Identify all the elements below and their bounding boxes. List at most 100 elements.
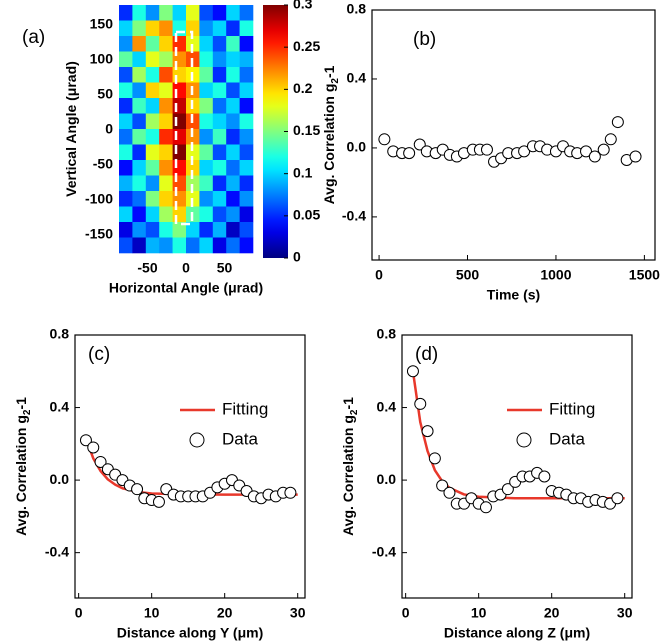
heatmap-cell [226,98,240,114]
heatmap-cell [239,237,254,254]
heatmap-cell [132,5,147,21]
heatmap-cell [172,160,187,176]
heatmap-cell [239,36,254,52]
y-tick-label: 50 [97,85,113,101]
legend-label: Data [222,429,258,448]
y-tick-label: -0.4 [372,543,396,559]
heatmap-cell [172,113,187,130]
heatmap-cell [132,144,147,161]
heatmap-cell [199,144,214,161]
heatmap-cell [239,129,254,145]
heatmap-cell [145,222,160,238]
data-point [479,501,492,514]
data-point [421,425,434,438]
heatmap-cell [212,20,227,37]
heatmap-cell [132,206,147,223]
heatmap-cell [119,20,133,37]
y-axis-label-part: -1 [340,397,356,410]
heatmap-cell [212,206,227,223]
x-tick-label: 500 [456,267,480,283]
heatmap-cell [212,191,227,207]
y-tick-label: -100 [85,190,113,206]
heatmap-cell [172,67,187,83]
heatmap-cell [239,5,254,21]
x-tick-label: 1000 [540,267,571,283]
roi-box [174,30,194,226]
heatmap-cell [199,51,214,68]
heatmap-cell [226,67,240,83]
y-tick-label: 0.4 [377,398,397,414]
x-axis-label: Horizontal Angle (μrad) [109,280,263,296]
y-axis-label-part: Avg. Correlation g [13,415,29,536]
y-tick-label: -0.4 [45,543,69,559]
heatmap-cell [119,82,133,99]
x-tick-label: 30 [290,605,306,621]
panel-label: (d) [415,344,438,365]
heatmap-cell [132,129,147,145]
heatmap-cell [159,5,173,21]
heatmap-cell [186,175,200,192]
data-point [87,441,100,454]
heatmap-cell [172,129,187,145]
colorbar-tick-label: 0.2 [293,80,313,96]
data-point [378,133,391,146]
heatmap-cell [145,82,160,99]
heatmap-cell [172,20,187,37]
colorbar-tick-label: 0.1 [293,164,313,180]
data-point [79,434,92,447]
plot-frame [401,334,633,599]
heatmap-cell [172,191,187,207]
heatmap-cell [226,191,240,207]
legend-marker [516,432,532,448]
heatmap-cell [159,175,173,192]
heatmap-cell [159,113,173,130]
data-point [443,486,456,499]
heatmap-cell [119,113,133,130]
heatmap-cell [199,5,214,21]
heatmap-cell [212,51,227,68]
heatmap-cell [226,129,240,145]
heatmap-cell [132,113,147,130]
heatmap-cell [159,160,173,176]
y-axis-label: Avg. Correlation g2-1 [340,397,360,536]
heatmap-cell [199,222,214,238]
heatmap-cell [239,206,254,223]
heatmap-cell [119,144,133,161]
heatmap-cell [186,237,200,254]
data-point [588,150,601,163]
legend-marker [189,432,205,448]
heatmap-cell [145,206,160,223]
y-tick-label: -50 [93,155,113,171]
colorbar-tick-label: 0.25 [293,38,320,54]
heatmap-cell [212,67,227,83]
x-tick-label: 10 [144,605,160,621]
heatmap-cell [159,36,173,52]
heatmap-cell [186,5,200,21]
colorbar-tick-label: 0.15 [293,122,320,138]
data-point [414,397,427,410]
heatmap-cell [199,36,214,52]
data-point [501,483,514,496]
data-point [538,470,551,483]
heatmap-cell [212,82,227,99]
y-tick-label: 0.8 [347,1,367,17]
heatmap-cell [119,67,133,83]
heatmap-cell [212,222,227,238]
y-axis-label-part: 2 [349,409,360,415]
heatmap-cell [145,144,160,161]
data-point [629,150,642,163]
data-point [403,147,416,160]
heatmap-cell [199,98,214,114]
heatmap-cell [212,175,227,192]
heatmap-cell [159,129,173,145]
heatmap-cell [226,175,240,192]
heatmap-cell [159,144,173,161]
heatmap-cell [239,222,254,238]
heatmap-cell [132,82,147,99]
heatmap-cell [172,82,187,99]
heatmap-cell [199,113,214,130]
y-axis-label-part: Avg. Correlation g [340,415,356,536]
data-point [131,483,144,496]
heatmap-cell [119,51,133,68]
heatmap-cell [212,5,227,21]
